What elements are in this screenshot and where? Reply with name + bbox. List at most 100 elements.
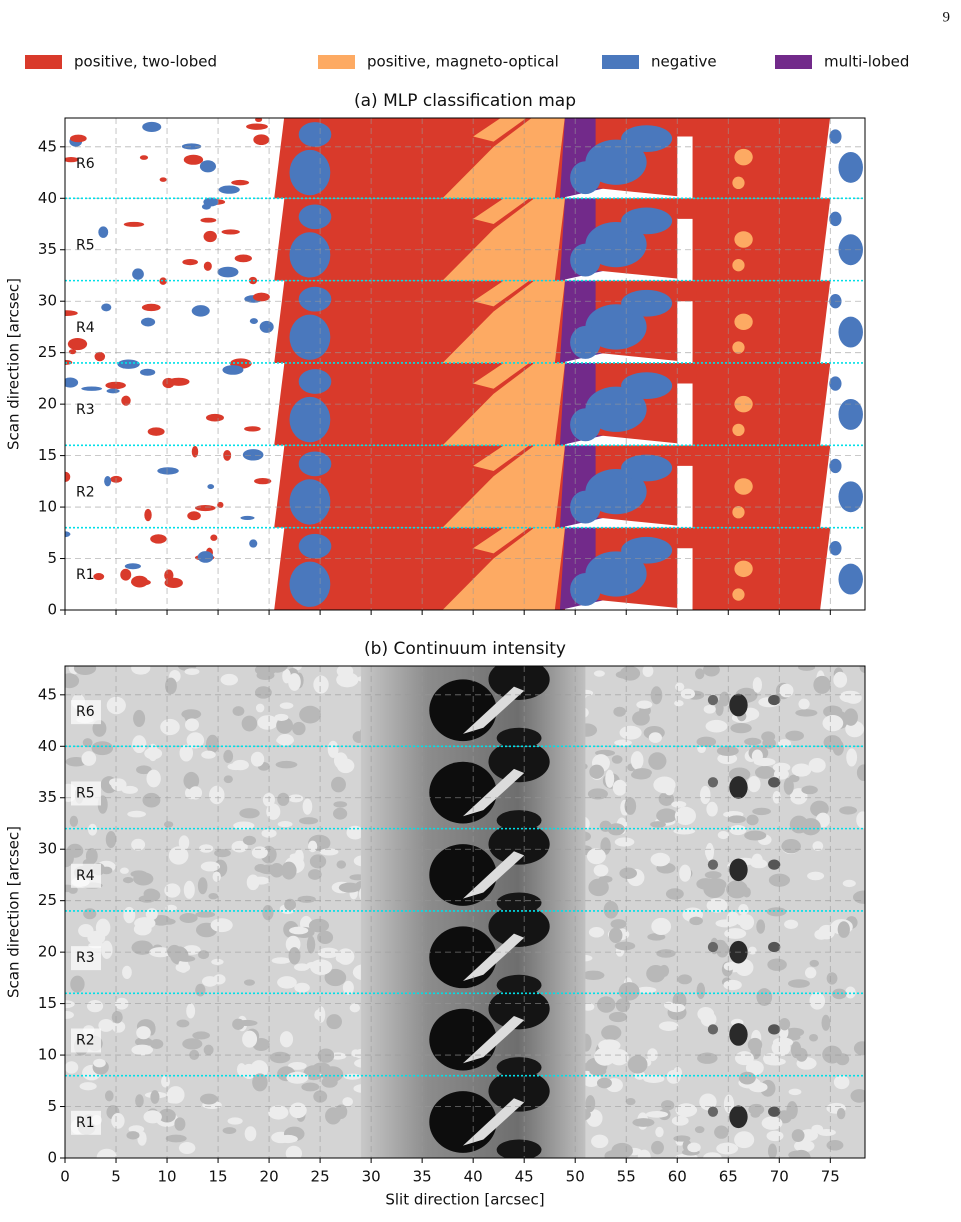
granule [126,1131,140,1140]
legend-label: positive, two-lobed [74,53,217,71]
y-tick-label: 45 [38,137,57,155]
granule [317,947,340,959]
granule [646,965,666,983]
region-label: R6 [76,704,95,720]
granule [582,970,605,980]
patch [142,121,162,133]
patch [829,541,842,556]
granule [750,1111,761,1118]
legend-label: multi-lobed [824,53,909,71]
patch [182,259,198,266]
region-label: R2 [76,1032,95,1048]
granule [189,1049,200,1061]
patch [829,376,842,391]
granule [845,986,856,999]
granule [852,890,865,904]
granule [261,828,277,838]
patch [734,231,753,248]
granule [800,818,821,836]
granule [222,1127,237,1135]
granule [666,1069,681,1084]
granule [624,797,637,815]
granule [766,1130,784,1142]
granule [284,898,297,911]
granule [227,763,245,771]
granule [279,1031,294,1048]
granule [699,785,711,805]
granule [588,927,605,938]
granule [65,1011,74,1019]
umbra [496,810,542,831]
granule [81,751,97,766]
granule [212,871,221,882]
patch [442,445,565,528]
granule [276,736,295,745]
granule [210,918,233,933]
granule [121,785,139,794]
granule [779,1017,791,1031]
granule [761,1116,783,1130]
granule [673,827,696,835]
granule [242,1030,258,1048]
axes-frame [64,117,866,611]
granule [674,806,697,826]
granule [266,666,288,673]
granule [807,871,825,881]
granule [127,810,146,818]
granule [642,666,654,678]
patch [732,588,745,601]
granule [288,794,304,803]
granule [178,1142,196,1155]
umbra [429,761,497,824]
patch [621,454,673,482]
patch [65,377,79,388]
granule [723,1094,735,1114]
granule [271,957,291,964]
granule [591,1134,609,1149]
granule [289,1102,307,1119]
light-bridge [462,1015,525,1064]
granule [826,1139,844,1151]
granule [136,1026,151,1040]
patch [240,515,255,520]
patch [585,468,647,515]
patch [585,551,647,597]
granule [719,691,730,707]
granule [165,677,177,695]
granule [614,739,632,746]
granule [747,1037,763,1052]
granule [275,760,298,769]
patch [248,276,258,285]
patch [473,445,530,472]
pore [707,941,719,953]
granule [135,1094,144,1108]
y-tick-label: 20 [38,943,57,961]
granule [251,846,268,859]
patch [677,548,693,610]
y-tick-label: 30 [38,840,57,858]
granule [262,904,274,921]
granule [254,864,267,873]
granule [791,1129,805,1142]
granule [804,967,817,979]
granule [673,1135,691,1142]
granule [189,786,203,800]
granule [839,806,858,815]
granule [257,715,278,730]
light-bridge [462,1098,525,1146]
granule [588,878,609,897]
x-tick-label: 15 [209,1168,228,1186]
granule [798,698,810,710]
granule [730,723,752,734]
legend-swatch [25,55,62,69]
granule [135,1037,153,1047]
y-tick-label: 0 [47,601,57,619]
granule [778,739,792,748]
umbra [488,666,550,700]
patch [203,261,212,271]
patch [140,317,156,327]
patch [621,536,673,564]
granule [608,1011,628,1023]
granule [788,1088,802,1096]
